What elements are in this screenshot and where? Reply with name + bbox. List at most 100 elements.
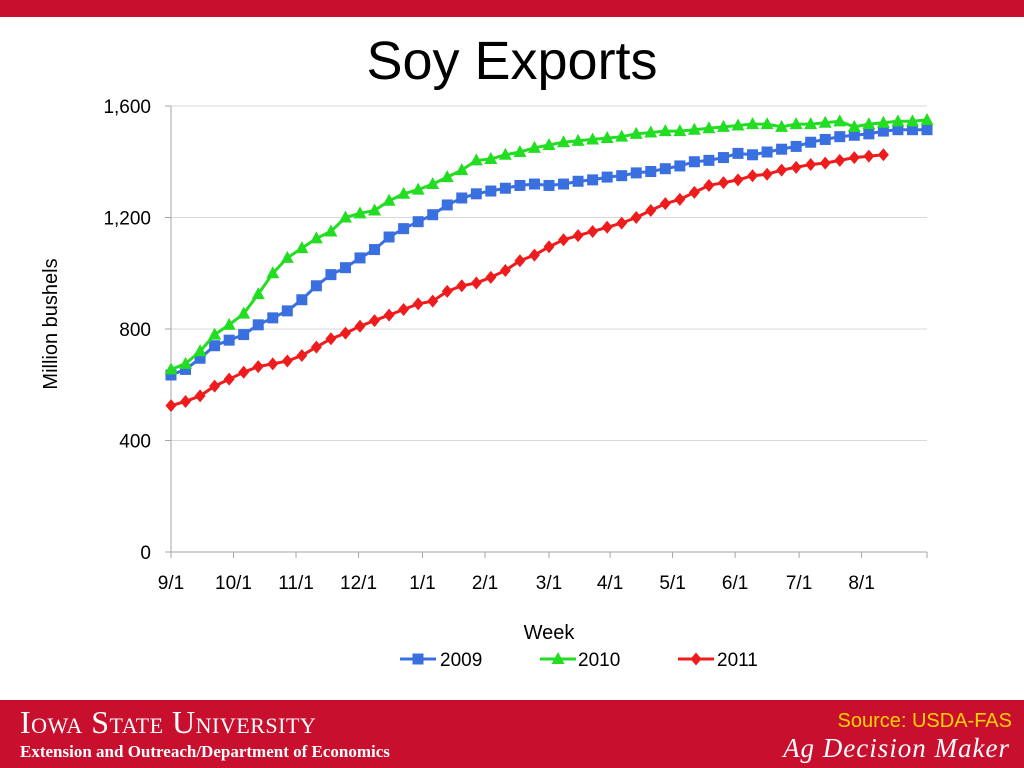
data-point-2009 <box>790 140 802 152</box>
data-point-2011 <box>688 185 700 199</box>
data-point-2011 <box>863 149 875 163</box>
data-point-2011 <box>456 279 468 293</box>
data-point-2009 <box>398 223 410 235</box>
data-point-2010 <box>615 129 629 142</box>
legend-item-2011: 2011 <box>678 650 758 671</box>
data-point-2011 <box>558 233 570 247</box>
data-point-2011 <box>499 263 511 277</box>
data-point-2010 <box>179 356 193 369</box>
data-point-2010 <box>280 250 294 263</box>
data-point-2011 <box>209 379 221 393</box>
data-point-2009 <box>558 178 570 190</box>
legend-layer: 2009 2010 2011 <box>400 650 758 671</box>
data-point-2011 <box>238 365 250 379</box>
data-point-2010 <box>891 114 905 127</box>
data-point-2010 <box>833 114 847 127</box>
data-point-2011 <box>354 319 366 333</box>
top-accent-bar <box>0 0 1024 17</box>
legend-item-2009: 2009 <box>400 650 482 671</box>
legend-marker <box>551 652 565 664</box>
x-tick-label: 10/1 <box>215 573 252 594</box>
data-point-2009 <box>703 154 715 166</box>
data-point-2010 <box>673 124 687 137</box>
x-tick-label: 5/1 <box>659 573 685 594</box>
data-point-2009 <box>834 131 846 143</box>
data-point-2009 <box>630 167 642 179</box>
data-point-2009 <box>238 329 250 341</box>
x-tick-label: 3/1 <box>536 573 562 594</box>
soy-exports-chart: 0 400 800 1,200 1,600 9/1 10/1 11/1 12/1 1/1 2/1 3/… <box>40 97 934 671</box>
data-point-2009 <box>819 133 831 145</box>
footer-bar: Iowa State University Extension and Outr… <box>0 700 1024 768</box>
data-point-2010 <box>702 121 716 134</box>
x-tick-label: 2/1 <box>472 573 498 594</box>
series-2010 <box>164 112 934 375</box>
data-point-2010 <box>586 132 600 145</box>
data-point-2010 <box>789 117 803 130</box>
data-point-2009 <box>892 124 904 136</box>
data-point-2009 <box>252 319 264 331</box>
data-point-2010 <box>644 125 658 138</box>
data-point-2011 <box>747 169 759 183</box>
data-point-2009 <box>572 175 584 187</box>
data-point-2009 <box>906 124 918 136</box>
data-point-2009 <box>499 182 511 194</box>
x-tick-label: 11/1 <box>278 573 314 594</box>
data-point-2010 <box>251 287 265 300</box>
data-point-2011 <box>528 248 540 262</box>
x-tick-label: 1/1 <box>409 573 435 594</box>
data-point-2009 <box>383 231 395 243</box>
data-point-2009 <box>281 305 293 317</box>
data-point-2010 <box>440 170 454 183</box>
data-point-2011 <box>485 270 497 284</box>
data-point-2011 <box>514 254 526 268</box>
slide-title: Soy Exports <box>366 31 658 91</box>
data-point-2009 <box>732 147 744 159</box>
data-point-2010 <box>847 119 861 132</box>
data-point-2009 <box>325 269 337 281</box>
data-point-2011 <box>383 308 395 322</box>
data-point-2009 <box>180 363 192 375</box>
data-point-2010 <box>164 362 178 375</box>
data-point-2010 <box>382 193 396 206</box>
y-tick-label: 800 <box>119 320 151 341</box>
data-point-2009 <box>805 136 817 148</box>
legend-marker <box>690 652 702 666</box>
data-point-2010 <box>368 203 382 216</box>
labels-layer: 0 400 800 1,200 1,600 9/1 10/1 11/1 12/1 1/1 2/1 3/… <box>40 97 875 644</box>
data-point-2009 <box>921 124 933 136</box>
x-tick-label: 4/1 <box>597 573 623 594</box>
data-point-2011 <box>398 302 410 316</box>
data-point-2011 <box>790 160 802 174</box>
data-point-2011 <box>281 354 293 368</box>
data-point-2011 <box>223 372 235 386</box>
data-point-2009 <box>717 152 729 164</box>
data-point-2009 <box>848 129 860 141</box>
department-text: Extension and Outreach/Department of Eco… <box>20 742 390 761</box>
x-tick-label: 8/1 <box>848 573 874 594</box>
data-point-2010 <box>905 114 919 127</box>
data-point-2011 <box>805 158 817 172</box>
data-point-2010 <box>513 144 527 157</box>
data-point-2009 <box>528 178 540 190</box>
data-point-2011 <box>369 314 381 328</box>
data-point-2010 <box>804 117 818 130</box>
data-point-2011 <box>572 229 584 243</box>
data-point-2011 <box>732 173 744 187</box>
data-point-2010 <box>571 133 585 146</box>
data-point-2010 <box>658 124 672 137</box>
data-point-2009 <box>223 334 235 346</box>
x-tick-label: 6/1 <box>722 573 748 594</box>
series-line-2011 <box>170 153 884 408</box>
data-point-2009 <box>412 216 424 228</box>
data-point-2010 <box>338 210 352 223</box>
data-point-2010 <box>818 115 832 128</box>
data-point-2011 <box>252 360 264 374</box>
data-point-2009 <box>470 188 482 200</box>
data-point-2011 <box>310 340 322 354</box>
legend-label: 2011 <box>717 650 758 671</box>
data-point-2010 <box>469 153 483 166</box>
university-name: Iowa State University <box>20 704 317 740</box>
data-point-2009 <box>369 244 381 256</box>
data-point-2011 <box>834 153 846 167</box>
